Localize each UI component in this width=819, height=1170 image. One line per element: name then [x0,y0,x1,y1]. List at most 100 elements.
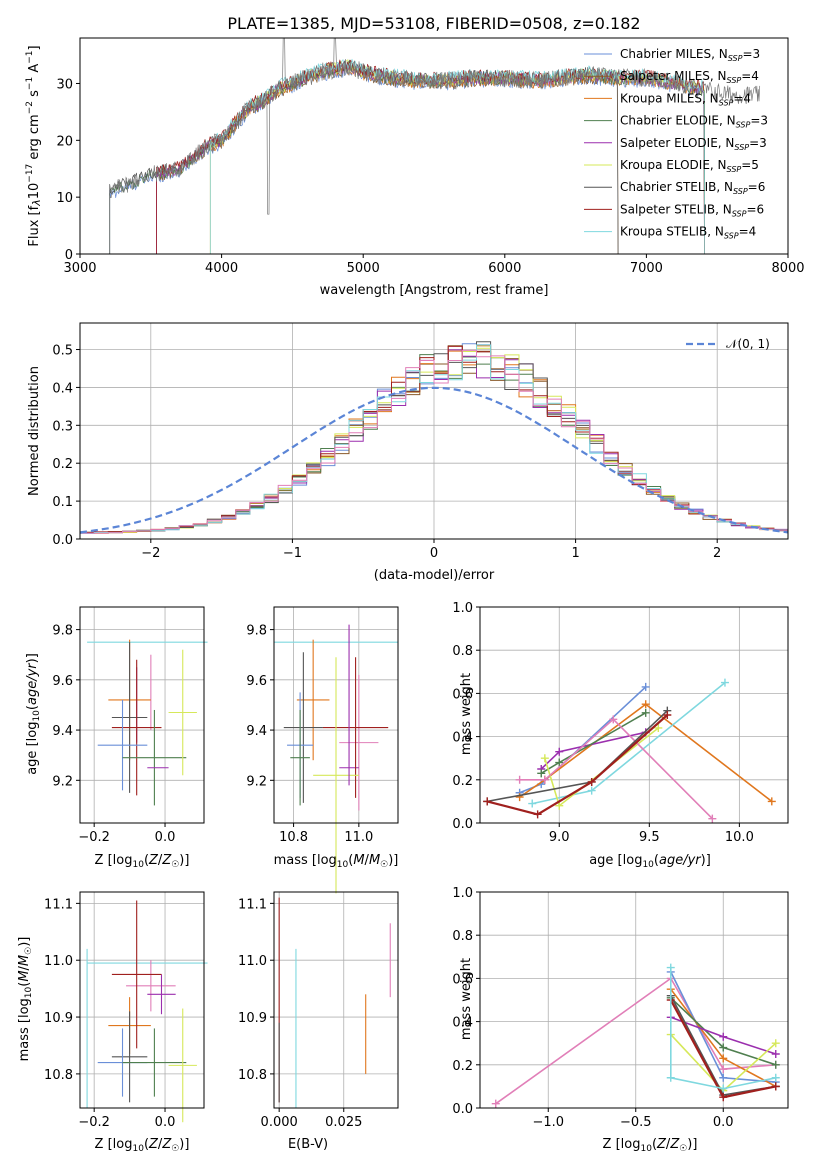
y-tick-label: 0.2 [452,774,473,789]
data-point-marker [483,797,492,806]
age-vs-metallicity-panel: −0.2 0.0 9.2 9.4 9.6 9.8 [52,606,208,845]
y-tick-label: 9.4 [246,724,267,739]
legend-label: Salpeter ELODIE, NSSP=3 [620,136,767,152]
y-tick-label: 0.8 [452,929,473,944]
data-point-marker [719,1073,728,1082]
massweight-vs-metallicity-y-label: mass weight [459,958,474,1040]
spectrum-y-label: Flux [fλ10−17 erg cm−2 s−1 A−1] [25,45,43,246]
x-tick-label: 4000 [205,261,238,276]
x-tick-label: 2 [713,546,721,561]
x-tick-label: 9.0 [549,830,570,845]
data-point-marker [771,1060,780,1069]
x-tick-label: 11.0 [344,830,373,845]
y-tick-label: 0 [65,248,73,263]
y-tick-label: 9.2 [52,774,73,789]
x-tick-label: 5000 [347,261,380,276]
plot-frame [79,37,789,255]
normal-curve-line [80,386,788,534]
x-tick-label: −2 [141,546,160,561]
x-tick-label: −1 [283,546,302,561]
y-tick-label: 10 [56,191,73,206]
y-tick-label: 0.3 [52,419,73,434]
mass-vs-metallicity-x-label: Z [log10(Z/Z☉)] [95,1137,190,1154]
plot-frame [79,891,205,1109]
y-tick-label: 20 [56,134,73,149]
legend-label: Chabrier STELIB, NSSP=6 [620,180,765,196]
mass-vs-metallicity-panel: −0.2 0.0 10.8 10.9 11.0 11.1 [44,891,208,1130]
data-point-marker [540,775,549,784]
mass-vs-ebv-x-label: E(B-V) [288,1137,328,1152]
residuals-y-label: Normed distribution [27,366,42,496]
age-vs-mass-x-label: mass [log10(M/M☉)] [274,853,399,870]
legend-label: Chabrier ELODIE, NSSP=3 [620,114,768,130]
data-point-marker [719,1043,728,1052]
plot-frame [273,606,399,824]
y-tick-label: 1.0 [452,886,473,901]
data-point-marker [654,723,663,732]
spectrum-lines [109,38,761,254]
massweight-vs-age-panel: 9.0 9.5 10.0 0.0 0.2 0.4 0.6 0.8 1.0 [452,601,789,845]
y-tick-label: 9.8 [246,624,267,639]
y-tick-label: 0.8 [452,644,473,659]
data-point-marker [609,715,618,724]
legend-label: 𝒩(0, 1) [726,337,770,351]
x-tick-label: 6000 [488,261,521,276]
data-point-marker [555,747,564,756]
series-line [519,686,647,794]
data-point-marker [719,1084,728,1093]
y-tick-label: 0.4 [452,1016,473,1031]
data-point-marker [533,810,542,819]
spectrum-series-line [156,63,619,254]
data-point-marker [587,777,596,786]
y-tick-label: 0.6 [452,687,473,702]
y-tick-label: 0.2 [52,457,73,472]
mass-vs-metallicity-y-label: mass [log10(M/M☉)] [17,937,34,1062]
observed-spectrum-line [109,38,761,254]
series-line [540,712,647,774]
x-tick-label: 9.5 [639,830,660,845]
data-point-marker [708,814,717,823]
y-tick-label: 10.9 [44,1011,73,1026]
data-point-marker [719,1065,728,1074]
figure-title: PLATE=1385, MJD=53108, FIBERID=0508, z=0… [227,14,640,33]
data-point-marker [537,769,546,778]
y-tick-label: 11.0 [238,954,267,969]
data-point-marker [771,1039,780,1048]
plot-frame [479,606,789,824]
y-tick-label: 0.0 [52,533,73,548]
data-point-marker [719,1054,728,1063]
plot-frame [273,891,399,1109]
data-point-marker [555,758,564,767]
data-point-marker [771,1073,780,1082]
x-tick-label: 0.0 [155,830,176,845]
y-tick-label: 9.6 [52,674,73,689]
x-tick-label: 10.8 [279,830,308,845]
data-point-marker [555,801,564,810]
x-tick-label: −0.5 [620,1115,652,1130]
age-vs-metallicity-x-label: Z [log10(Z/Z☉)] [95,853,190,870]
age-vs-mass-panel: 10.8 11.0 9.2 9.4 9.6 9.8 [246,606,399,894]
data-point-marker [771,1050,780,1058]
x-tick-label: −0.2 [78,1115,110,1130]
legend-label: Chabrier MILES, NSSP=3 [620,47,760,63]
y-tick-label: 30 [56,77,73,92]
x-tick-label: 8000 [771,261,804,276]
y-tick-label: 10.9 [238,1011,267,1026]
y-tick-label: 0.0 [452,1102,473,1117]
data-point-marker [515,793,524,802]
data-point-marker [666,963,675,972]
data-point-marker [587,786,596,795]
plot-frame [79,606,205,824]
legend-label: Kroupa ELODIE, NSSP=5 [620,158,759,174]
massweight-vs-metallicity-x-label: Z [log10(Z/Z☉)] [603,1137,698,1154]
y-tick-label: 9.4 [52,724,73,739]
spectrum-panel: 3000 4000 5000 6000 7000 8000 0 10 20 30 Chabrier … [56,37,805,276]
data-point-marker [720,678,729,687]
y-tick-label: 10.8 [238,1068,267,1083]
y-tick-label: 0.4 [52,381,73,396]
y-tick-label: 0.2 [452,1059,473,1074]
y-tick-label: 0.6 [452,972,473,987]
x-tick-label: −0.2 [78,830,110,845]
mass-vs-ebv-panel: 0.000 0.025 10.8 10.9 11.0 11.1 [238,891,399,1130]
legend-label: Kroupa STELIB, NSSP=4 [620,225,756,241]
